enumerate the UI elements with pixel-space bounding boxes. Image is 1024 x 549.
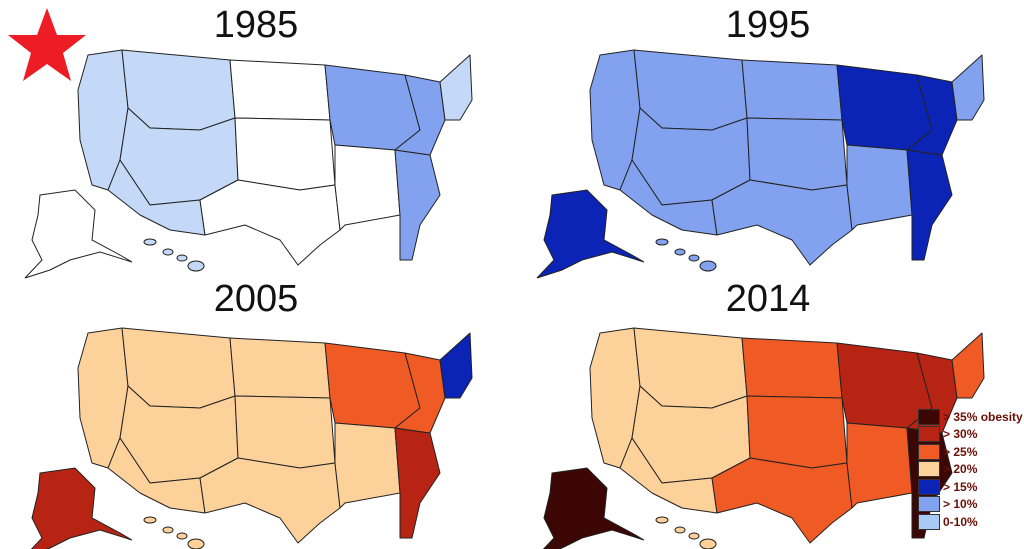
- region-south-central: [334, 144, 401, 231]
- region-southwest: [619, 159, 718, 236]
- region-southwest: [107, 437, 206, 514]
- region-alaska: [542, 467, 645, 549]
- region-northeast: [951, 54, 985, 121]
- region-hawaii-island: [176, 532, 188, 540]
- region-hawaii-island: [688, 532, 700, 540]
- legend-label: > 30%: [943, 427, 978, 442]
- map-panel-1995: 1995: [512, 0, 1024, 279]
- legend-swatch: [918, 496, 940, 513]
- legend: > 35% obesity > 30% > 25% > 20% > 15% > …: [918, 408, 1023, 531]
- region-hawaii-island: [162, 526, 174, 534]
- region-hawaii-island: [176, 254, 188, 262]
- region-northeast: [951, 332, 985, 399]
- region-plains-south: [746, 117, 848, 191]
- region-northeast: [439, 332, 473, 399]
- map-panel-2005: 2005: [0, 278, 512, 549]
- region-hawaii-island: [674, 526, 686, 534]
- star-icon: [8, 8, 86, 81]
- region-alaska: [30, 467, 133, 549]
- region-plains-north: [229, 337, 331, 399]
- region-south-central: [846, 422, 913, 509]
- region-hawaii-island: [699, 538, 717, 549]
- legend-swatch: [918, 408, 940, 425]
- region-south-central: [846, 144, 913, 231]
- legend-item: 0-10%: [918, 513, 1023, 531]
- map-title: 2005: [213, 278, 299, 320]
- region-hawaii-island: [143, 516, 157, 524]
- map-panel-1985: 1985: [0, 0, 512, 279]
- legend-item: > 30%: [918, 426, 1023, 444]
- legend-swatch: [918, 513, 940, 530]
- region-hawaii-island: [688, 254, 700, 262]
- region-plains-north: [741, 59, 843, 121]
- map-panel-2014: 2014: [512, 278, 1024, 549]
- region-texas: [199, 457, 341, 544]
- region-northeast: [439, 54, 473, 121]
- region-plains-south: [746, 395, 848, 469]
- us-map-1985: [24, 49, 473, 279]
- legend-swatch: [918, 426, 940, 443]
- region-texas: [711, 179, 853, 266]
- region-southeast: [394, 149, 441, 261]
- region-southwest: [107, 159, 206, 236]
- legend-swatch: [918, 461, 940, 478]
- us-map-2014: [542, 327, 985, 549]
- region-plains-south: [234, 117, 336, 191]
- region-alaska: [24, 189, 133, 279]
- legend-item: > 35% obesity: [918, 408, 1023, 426]
- region-plains-north: [741, 337, 843, 399]
- region-hawaii-island: [674, 248, 686, 256]
- region-alaska: [536, 189, 645, 279]
- legend-swatch: [918, 443, 940, 460]
- legend-item: > 25%: [918, 443, 1023, 461]
- region-hawaii-island: [187, 538, 205, 549]
- legend-item: > 20%: [918, 461, 1023, 479]
- map-title: 2014: [725, 278, 811, 320]
- region-texas: [711, 457, 853, 544]
- region-south-central: [334, 422, 401, 509]
- region-southeast: [906, 149, 953, 261]
- legend-label: > 35% obesity: [943, 409, 1023, 424]
- region-hawaii-island: [699, 260, 717, 272]
- legend-label: > 10%: [943, 497, 978, 512]
- region-southeast: [394, 427, 441, 539]
- region-hawaii-island: [162, 248, 174, 256]
- us-map-1995: [536, 49, 985, 279]
- region-hawaii-island: [143, 238, 157, 246]
- map-title: 1985: [213, 4, 299, 46]
- legend-item: > 10%: [918, 496, 1023, 514]
- region-texas: [199, 179, 341, 266]
- region-hawaii-island: [655, 516, 669, 524]
- region-southwest: [619, 437, 718, 514]
- region-hawaii-island: [187, 260, 205, 272]
- legend-label: > 20%: [943, 462, 978, 477]
- legend-label: 0-10%: [943, 514, 978, 529]
- us-map-2005: [30, 327, 473, 549]
- legend-item: > 15%: [918, 478, 1023, 496]
- legend-swatch: [918, 478, 940, 495]
- region-plains-south: [234, 395, 336, 469]
- legend-label: > 15%: [943, 479, 978, 494]
- legend-label: > 25%: [943, 444, 978, 459]
- region-hawaii-island: [655, 238, 669, 246]
- map-title: 1995: [725, 4, 811, 46]
- region-plains-north: [229, 59, 331, 121]
